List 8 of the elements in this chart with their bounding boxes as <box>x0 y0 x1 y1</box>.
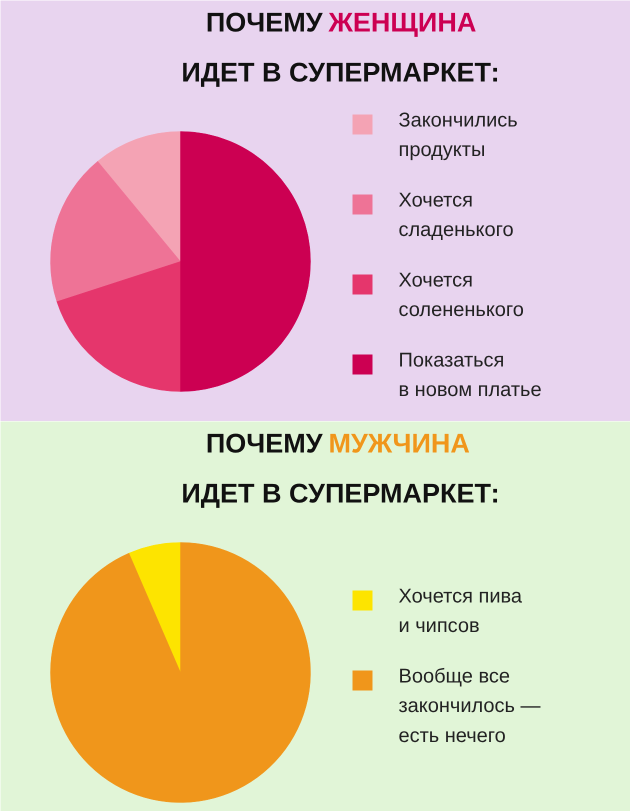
legend-label: Хочется сладенького <box>398 190 514 242</box>
legend-label: Показаться в новом платье <box>398 350 542 402</box>
legend-label: Закончились продукты <box>398 110 518 162</box>
legend-label: Вообще все закончилось — есть нечего <box>398 666 541 747</box>
legend-label: Хочется пива и чипсов <box>398 586 523 638</box>
legend-label: Хочется солененького <box>398 270 524 322</box>
chart-title: ПОЧЕМУ МУЖЧИНА ИДЕТ В СУПЕРМАРКЕТ: <box>181 428 500 508</box>
chart-title: ПОЧЕМУ ЖЕНЩИНА ИДЕТ В СУПЕРМАРКЕТ: <box>181 8 500 88</box>
